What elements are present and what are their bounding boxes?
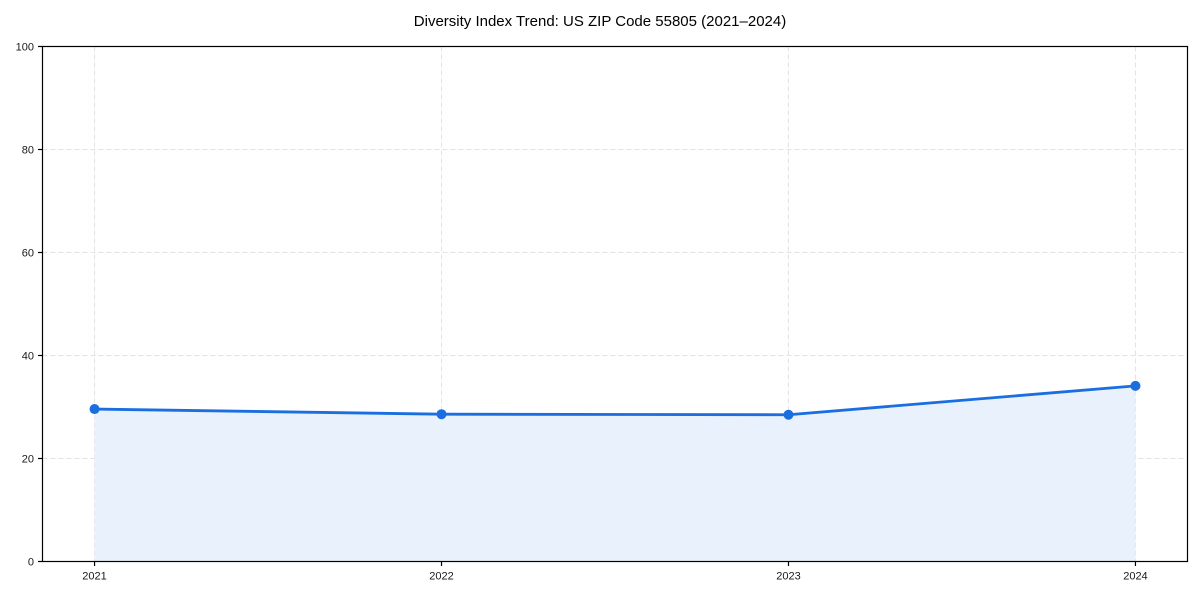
y-tick-label-100: 100 [16,42,34,54]
chart-title: Diversity Index Trend: US ZIP Code 55805… [413,13,787,30]
y-tick-label-20: 20 [22,454,34,466]
x-tick-label-2022: 2022 [429,571,453,583]
series-line [93,384,1137,417]
x-tick-label-2023: 2023 [776,571,800,583]
x-tick-label-2024: 2024 [1123,571,1147,583]
x-tick-label-2021: 2021 [82,571,106,583]
data-point-2023 [783,409,794,420]
y-tick-label-0: 0 [28,557,34,569]
data-point-2022 [436,409,447,420]
plot-border [41,45,1189,563]
y-tick-label-40: 40 [22,351,34,363]
series-area-fill [94,385,1136,562]
y-tick-label-60: 60 [22,248,34,260]
y-tick-label-80: 80 [22,145,34,157]
data-point-2024 [1130,380,1141,391]
data-point-2021 [89,404,100,415]
